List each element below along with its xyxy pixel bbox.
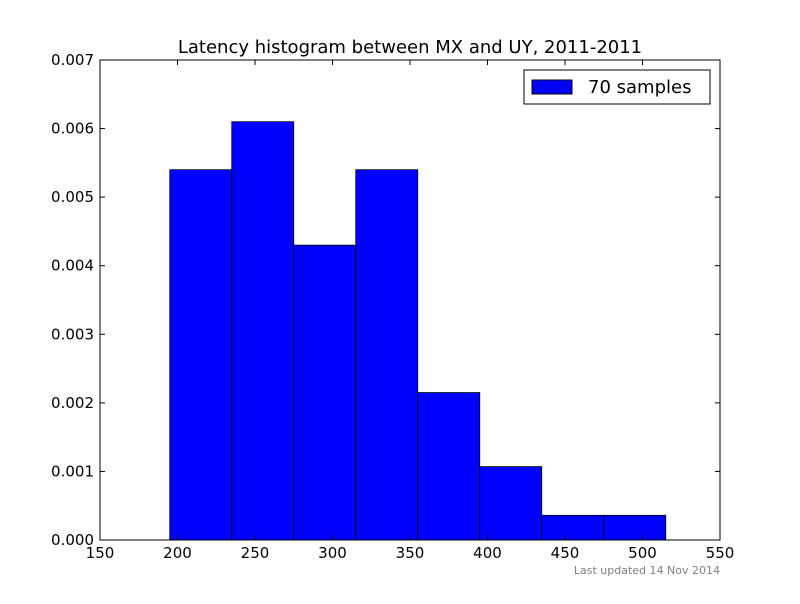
histogram-bar <box>541 514 605 541</box>
y-tick-label: 0.000 <box>51 531 94 549</box>
histogram-bars <box>169 121 667 541</box>
histogram-bar <box>479 466 543 541</box>
histogram-bar <box>417 392 481 541</box>
x-tick-label: 200 <box>163 544 192 562</box>
x-tick-label: 250 <box>241 544 270 562</box>
x-tick-label: 300 <box>318 544 347 562</box>
y-tick-label: 0.006 <box>51 120 94 138</box>
legend-box <box>523 69 711 105</box>
x-tick-label: 350 <box>396 544 425 562</box>
x-axis: 150 200 250 300 350 400 450 500 550 <box>86 60 735 562</box>
y-tick-label: 0.002 <box>51 394 94 412</box>
y-axis: 0.000 0.001 0.002 0.003 0.004 0.005 0.006 0.007 <box>51 51 720 549</box>
histogram-bar <box>169 169 233 541</box>
y-tick-label: 0.004 <box>51 257 94 275</box>
y-tick-label: 0.007 <box>51 51 94 69</box>
y-tick-label: 0.001 <box>51 462 94 480</box>
x-tick-label: 500 <box>628 544 657 562</box>
legend: 70 samples <box>523 69 711 105</box>
y-tick-label: 0.005 <box>51 188 94 206</box>
last-updated-note: Last updated 14 Nov 2014 <box>574 564 720 577</box>
chart-title: Latency histogram between MX and UY, 201… <box>178 37 642 58</box>
histogram-bar <box>603 514 667 541</box>
y-tick-label: 0.003 <box>51 325 94 343</box>
x-tick-label: 400 <box>473 544 502 562</box>
legend-label: 70 samples <box>588 77 691 98</box>
x-tick-label: 150 <box>86 544 115 562</box>
histogram-bar <box>231 121 295 541</box>
histogram-bar <box>355 169 419 541</box>
legend-swatch <box>531 79 573 95</box>
x-tick-label: 450 <box>551 544 580 562</box>
histogram-bar <box>293 244 357 541</box>
x-tick-label: 550 <box>706 544 735 562</box>
